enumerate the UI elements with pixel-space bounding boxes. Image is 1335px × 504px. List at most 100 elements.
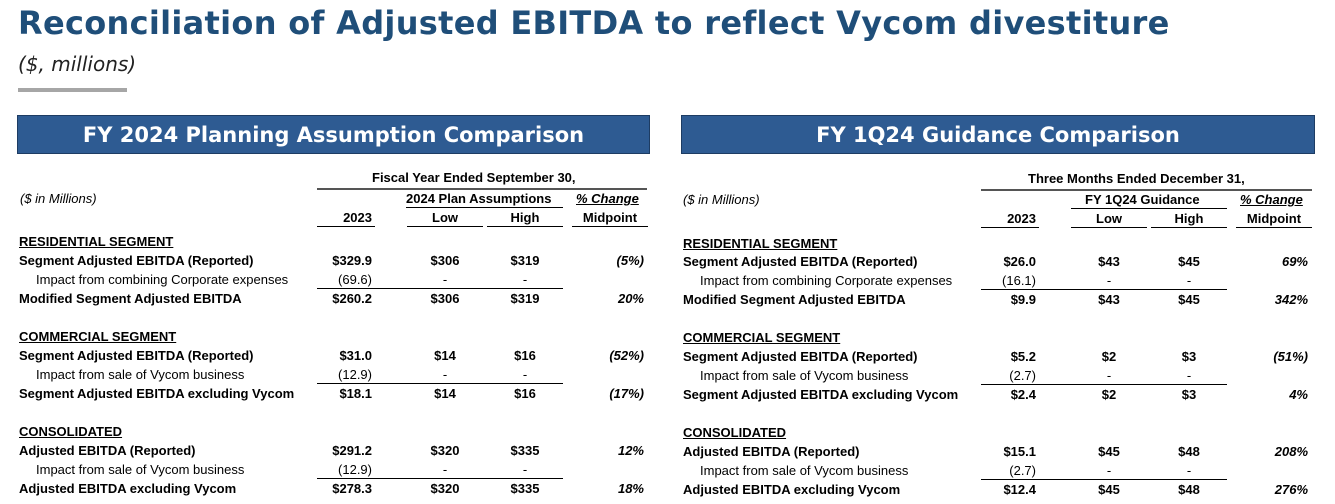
subtotal-rule — [981, 289, 1227, 290]
cell-high: $48 — [1178, 444, 1200, 459]
period-underline — [981, 189, 1312, 191]
group-header: 2024 Plan Assumptions — [406, 191, 552, 206]
row-label: Adjusted EBITDA excluding Vycom — [19, 481, 237, 496]
cell-2023: (2.7) — [1009, 463, 1036, 478]
group-underline — [406, 207, 563, 208]
period-header: Three Months Ended December 31, — [1028, 171, 1245, 186]
row-label: Impact from combining Corporate expenses — [36, 272, 289, 287]
row-label: Modified Segment Adjusted EBITDA — [19, 291, 242, 306]
cell-pct: 4% — [1289, 387, 1308, 402]
cell-high: $16 — [514, 386, 536, 401]
cell-low: $2 — [1101, 387, 1117, 402]
row-label: Adjusted EBITDA excluding Vycom — [683, 482, 901, 497]
section-title: RESIDENTIAL SEGMENT — [19, 234, 174, 249]
cell-high: $45 — [1178, 292, 1200, 307]
group-underline — [1071, 208, 1227, 209]
subtotal-rule — [317, 288, 563, 289]
col-low-header: Low — [432, 210, 458, 225]
section-title: CONSOLIDATED — [683, 425, 787, 440]
cell-low: $14 — [434, 386, 456, 401]
title-divider — [18, 88, 127, 92]
subtotal-rule — [981, 384, 1227, 385]
cell-high: - — [1186, 273, 1192, 288]
cell-high: $3 — [1181, 387, 1197, 402]
cell-high: - — [522, 367, 528, 382]
cell-low: - — [1106, 368, 1112, 383]
page-title: Reconciliation of Adjusted EBITDA to ref… — [18, 4, 1170, 42]
pct-change-header: % Change — [1240, 192, 1303, 207]
col-midpoint-header: Midpoint — [582, 210, 638, 225]
cell-pct: 342% — [1274, 292, 1308, 307]
subtotal-rule — [317, 478, 563, 479]
col-low-header: Low — [1096, 211, 1122, 226]
cell-pct: 20% — [617, 291, 644, 306]
cell-pct: 69% — [1281, 254, 1308, 269]
cell-pct: (5%) — [616, 253, 644, 268]
cell-2023: $9.9 — [1010, 292, 1036, 307]
cell-low: $2 — [1101, 349, 1117, 364]
fy1q24-guidance-panel: FY 1Q24 Guidance Comparison Three Months… — [681, 115, 1315, 497]
col-midpoint-underline — [1236, 227, 1312, 228]
col-high-header: High — [1174, 211, 1204, 226]
cell-high: - — [522, 272, 528, 287]
panel-banner: FY 1Q24 Guidance Comparison — [681, 115, 1315, 154]
col-low-underline — [1071, 227, 1147, 228]
cell-high: $48 — [1178, 482, 1200, 497]
cell-pct: (17%) — [609, 386, 644, 401]
period-header: Fiscal Year Ended September 30, — [372, 170, 576, 185]
cell-2023: (69.6) — [338, 272, 372, 287]
cell-low: $45 — [1098, 482, 1120, 497]
cell-high: $335 — [510, 481, 540, 496]
cell-2023: (12.9) — [338, 462, 372, 477]
row-label: Adjusted EBITDA (Reported) — [683, 444, 860, 459]
panel-banner: FY 2024 Planning Assumption Comparison — [17, 115, 650, 154]
units-label: ($ in Millions) — [683, 192, 760, 207]
cell-pct: 276% — [1274, 482, 1308, 497]
subtotal-rule — [317, 383, 563, 384]
cell-high: $45 — [1178, 254, 1200, 269]
row-label: Segment Adjusted EBITDA excluding Vycom — [683, 387, 959, 402]
row-label: Segment Adjusted EBITDA (Reported) — [19, 348, 254, 363]
row-label: Impact from combining Corporate expenses — [700, 273, 953, 288]
cell-low: - — [1106, 273, 1112, 288]
cell-low: $43 — [1098, 254, 1120, 269]
col-low-underline — [407, 226, 483, 227]
section-title: CONSOLIDATED — [19, 424, 123, 439]
cell-pct: (52%) — [609, 348, 644, 363]
cell-2023: $329.9 — [332, 253, 372, 268]
period-underline — [317, 188, 647, 190]
cell-low: $306 — [430, 253, 460, 268]
cell-pct: 208% — [1274, 444, 1308, 459]
cell-2023: $2.4 — [1010, 387, 1036, 402]
row-label: Segment Adjusted EBITDA (Reported) — [683, 254, 918, 269]
cell-2023: (2.7) — [1009, 368, 1036, 383]
section-title: RESIDENTIAL SEGMENT — [683, 236, 838, 251]
units-label: ($ in Millions) — [20, 191, 97, 206]
cell-high: $3 — [1181, 349, 1197, 364]
cell-low: $43 — [1098, 292, 1120, 307]
cell-2023: (12.9) — [338, 367, 372, 382]
cell-low: - — [442, 367, 448, 382]
cell-2023: $260.2 — [332, 291, 372, 306]
cell-high: $319 — [510, 253, 540, 268]
col-high-underline — [487, 226, 563, 227]
cell-2023: $31.0 — [339, 348, 372, 363]
pct-change-header: % Change — [576, 191, 639, 206]
cell-low: $320 — [430, 443, 460, 458]
cell-2023: $291.2 — [332, 443, 372, 458]
cell-pct: 12% — [617, 443, 644, 458]
cell-2023: $5.2 — [1010, 349, 1036, 364]
cell-2023: $278.3 — [332, 481, 372, 496]
cell-high: $16 — [514, 348, 536, 363]
row-label: Segment Adjusted EBITDA (Reported) — [19, 253, 254, 268]
cell-2023: $12.4 — [1003, 482, 1036, 497]
cell-low: - — [442, 462, 448, 477]
cell-2023: $15.1 — [1003, 444, 1036, 459]
cell-2023: (16.1) — [1002, 273, 1036, 288]
row-label: Segment Adjusted EBITDA (Reported) — [683, 349, 918, 364]
cell-low: $45 — [1098, 444, 1120, 459]
page-subtitle: ($, millions) — [18, 52, 137, 76]
col-midpoint-underline — [572, 226, 648, 227]
cell-low: $320 — [430, 481, 460, 496]
row-label: Impact from sale of Vycom business — [36, 367, 245, 382]
